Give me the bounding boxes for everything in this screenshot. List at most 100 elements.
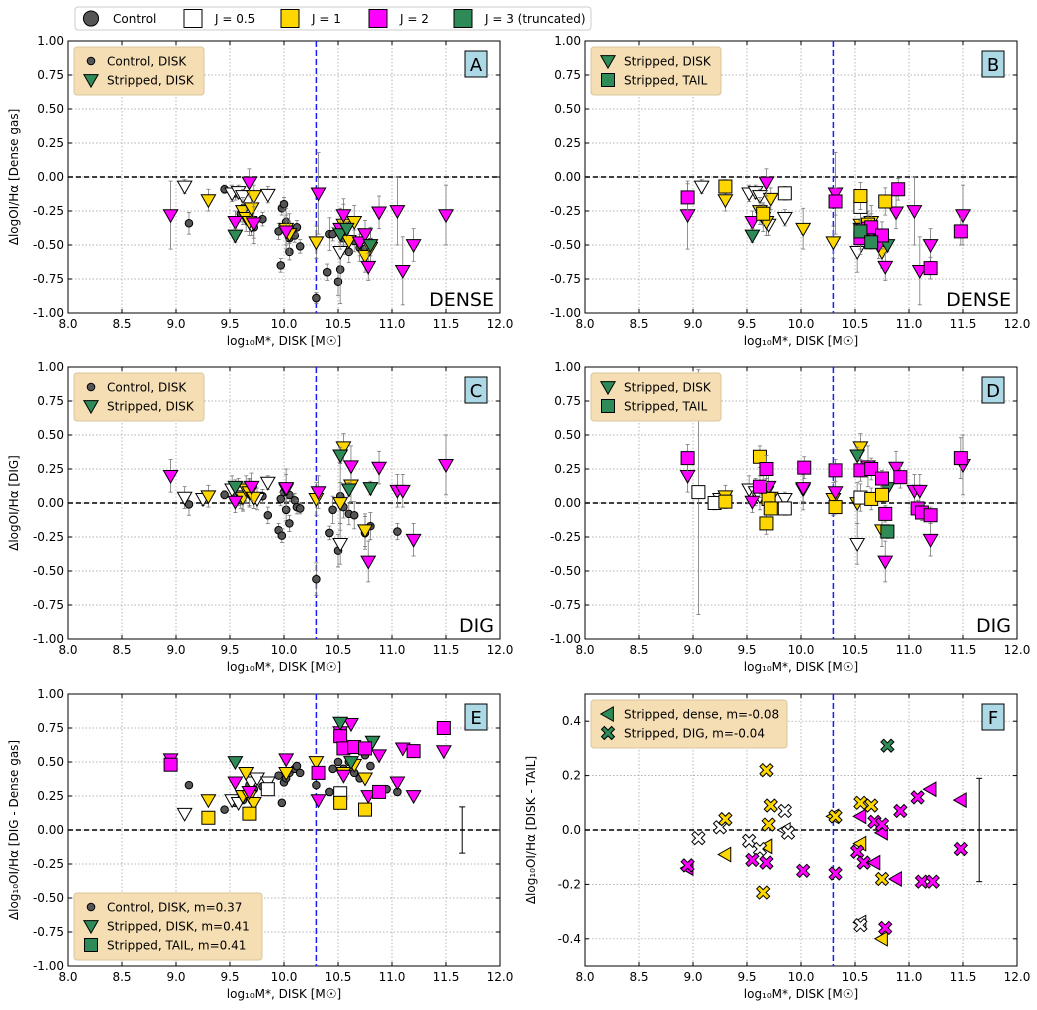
x-tick-label: 9.0 [166,643,185,657]
data-point [243,202,260,217]
x-tick-label: 11.5 [433,643,460,657]
data-point [259,476,276,491]
panel-label: C [464,376,488,404]
data-point [332,537,349,552]
data-point [242,806,257,821]
data-points [679,369,972,615]
x-tick-label: 10.0 [271,317,298,331]
data-point [243,480,260,495]
y-tick-label: -0.25 [33,204,64,218]
series [227,221,379,254]
y-tick-label: 0.50 [37,102,64,116]
y-tick-label: 0.25 [554,462,581,476]
data-point [356,228,374,243]
y-tick-label: -0.75 [33,925,64,939]
legend-marker [600,725,616,741]
data-point [310,187,327,202]
data-point [308,756,325,771]
data-point [245,190,262,205]
legend-box [590,699,788,749]
y-tick-label: -0.25 [33,857,64,871]
x-tick-label: 11.0 [379,317,406,331]
y-tick-label: 0.0 [562,823,581,837]
x-tick-label: 11.0 [896,643,923,657]
panel-B: 8.0 8.5 9.0 9.5 10.0 10.5 11.0 11.5 12.0 -1.00 -0.… [550,34,1030,348]
series [162,152,455,306]
panel-label-box [981,50,1005,78]
panel-label: F [981,703,1005,731]
data-point [795,482,812,497]
x-tick-label: 10.5 [842,317,869,331]
panel-label-text: E [470,708,481,729]
legend-marker [82,920,100,935]
data-point [310,486,327,501]
data-point [366,761,375,771]
data-point [888,461,905,476]
x-tick-label: 11.0 [896,970,923,984]
y-tick-label: 0.2 [562,769,581,783]
data-point [718,811,733,827]
data-point [856,855,871,870]
panel-C: 8.0 8.5 9.0 9.5 10.0 10.5 11.0 11.5 12.0 -1.00 -0.… [7,360,513,674]
figure-legend-item: J = 3 (truncated) [453,9,586,28]
data-point [362,239,379,254]
panel-label-box [464,376,488,404]
legend-marker [86,382,96,392]
data-point [828,194,843,209]
x-tick-label: 8.5 [629,970,648,984]
data-point [200,194,217,209]
x-axis-label: log₁₀M*, DISK [M☉] [227,334,341,348]
data-point [335,769,352,784]
data-point [864,235,879,250]
x-tick-label: 10.5 [325,643,352,657]
data-point [276,261,286,270]
y-tick-label: -0.75 [33,598,64,612]
legend-marker-square [183,9,203,28]
data-point [752,479,767,494]
data-point [245,217,262,232]
data-point [853,224,868,239]
data-point [356,772,374,787]
data-point [328,505,337,515]
data-points [162,433,455,596]
data-point [877,260,894,275]
data-point [762,192,779,207]
x-axis-label: log₁₀M*, DISK [M☉] [227,660,341,674]
data-point [752,449,767,464]
data-point [360,555,377,570]
data-point [763,501,778,516]
x-axis-label: log₁₀M*, DISK [M☉] [227,987,341,1001]
data-point [358,741,372,756]
x-tick-label: 11.5 [950,970,977,984]
x-tick-label: 8.5 [112,970,131,984]
x-tick-label: 8.5 [629,317,648,331]
data-point [227,756,244,771]
data-point [864,462,879,476]
figure-legend-item: J = 0.5 [183,9,255,28]
x-tick-label: 8.5 [112,317,131,331]
data-point [878,920,893,936]
legend-marker [82,74,100,89]
y-tick-label: 0.75 [37,394,64,408]
x-tick-label: 10.5 [842,643,869,657]
x-tick-label: 9.0 [683,317,702,331]
series [227,446,379,498]
figure-legend: Control J = 0.5 J = 1 J = 2 J = 3 (truncated… [74,6,592,31]
legend-marker [599,55,617,70]
data-point [691,830,706,846]
x-tick-label: 9.5 [220,970,239,984]
data-point [200,794,217,809]
region-label: DIG [976,615,1011,637]
data-point [911,264,928,279]
x-axis-label: log₁₀M*, DISK [M☉] [744,987,858,1001]
data-point [745,852,760,868]
data-point [325,528,334,538]
data-point [274,771,283,780]
y-tick-label: -0.50 [33,564,64,578]
x-tick-label: 12.0 [487,643,514,657]
data-point [176,491,193,506]
data-point [295,768,305,778]
data-point [295,504,305,513]
data-point [389,776,406,791]
series [679,152,972,306]
